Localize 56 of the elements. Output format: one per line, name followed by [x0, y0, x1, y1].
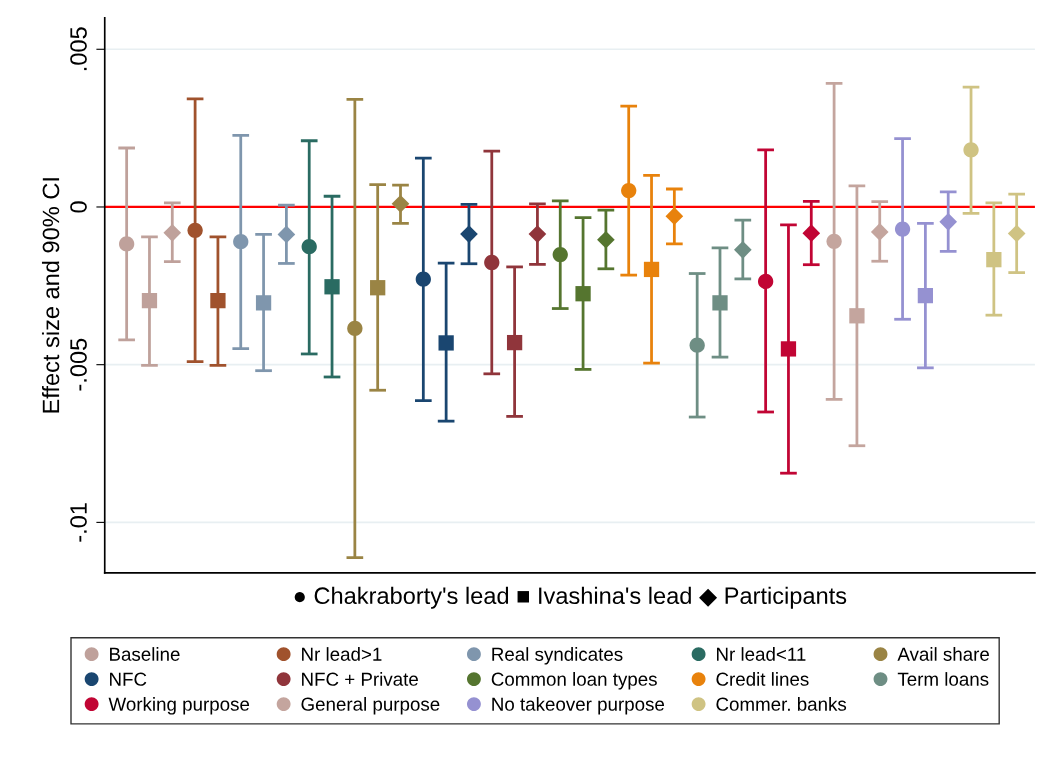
point [438, 335, 454, 351]
legend-label: Baseline [110, 647, 180, 661]
point [894, 221, 911, 237]
legend-label: Common loan types [491, 672, 657, 690]
point [575, 286, 591, 302]
point [621, 182, 637, 199]
point [802, 224, 821, 242]
legend-label: Real syndicates [492, 647, 623, 665]
point [643, 261, 660, 278]
point [689, 337, 705, 353]
point [119, 236, 135, 252]
point [917, 287, 934, 304]
point [415, 271, 431, 287]
point [528, 225, 547, 243]
point [301, 239, 317, 255]
point [986, 252, 1002, 268]
y-axis-title: Effect size and 90% CI [41, 178, 60, 413]
legend-label: Term loans [897, 672, 989, 686]
point [506, 334, 523, 351]
y-tick-label: -.005 [70, 338, 87, 391]
point [460, 225, 478, 243]
y-tick-label: 0 [70, 201, 87, 213]
point [665, 207, 684, 225]
legend-label: General purpose [301, 697, 440, 715]
legend-label: Commer. banks [716, 697, 847, 711]
point [210, 293, 226, 309]
point [277, 225, 296, 244]
legend-label: NFC [110, 672, 147, 686]
point [255, 295, 272, 311]
legend-label: Working purpose [108, 697, 250, 715]
legend-label: No takeover purpose [492, 697, 665, 715]
point [712, 295, 728, 311]
point [233, 234, 249, 250]
point [826, 233, 842, 249]
legend-label: NFC + Private [302, 672, 418, 686]
y-tick-label: .005 [70, 27, 87, 71]
point [780, 341, 797, 357]
point [141, 293, 158, 309]
legend-label: Nr lead>1 [302, 647, 382, 661]
point [849, 308, 865, 324]
point [324, 279, 340, 295]
point [758, 273, 774, 290]
x-axis-title: ● Chakraborty's lead ■ Ivashina's lead ◆ Participants [294, 586, 847, 609]
point [963, 142, 979, 158]
legend-label: Nr lead<11 [717, 647, 806, 661]
point [370, 280, 386, 296]
point [939, 212, 958, 231]
y-tick-label: -.01 [70, 503, 87, 542]
point [552, 246, 568, 263]
point [484, 254, 500, 271]
legend-label: Avail share [897, 647, 989, 661]
legend-label: Credit lines [716, 672, 809, 686]
point [597, 230, 615, 249]
point [187, 222, 203, 238]
point [163, 224, 182, 242]
point [347, 320, 363, 337]
